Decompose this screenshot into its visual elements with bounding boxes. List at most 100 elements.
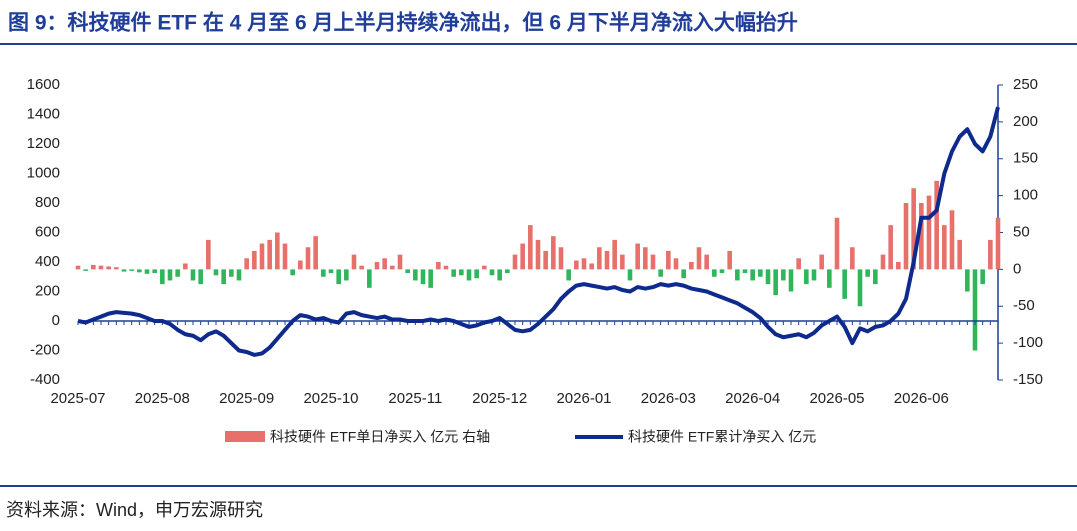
bar [842,269,847,299]
legend-label: 科技硬件 ETF单日净买入 亿元 右轴 [270,429,490,445]
bar [443,265,449,270]
bar [796,258,801,270]
bar [673,258,679,270]
y2-tick-label: 250 [1013,76,1038,93]
bar [313,236,318,270]
bar [980,269,985,285]
bar [643,247,648,270]
bar [727,250,732,270]
bar [873,269,878,285]
y2-tick-label: -50 [1013,297,1035,314]
bar [704,254,709,270]
bar [566,269,571,281]
bar [160,269,165,285]
bar [505,269,510,274]
bar [865,269,870,277]
y2-tick-label: -150 [1013,371,1043,388]
x-tick-label: 2025-11 [388,390,442,407]
bar [213,269,219,276]
bar [658,269,663,277]
x-tick-label: 2025-12 [472,390,527,407]
x-tick-label: 2026-03 [641,390,696,407]
bar [689,262,694,270]
bar [359,265,364,270]
bar [221,269,226,285]
bar [290,269,295,276]
bar [750,269,755,281]
bar [282,243,288,270]
y2-tick-label: -100 [1013,334,1043,351]
bar [405,269,410,274]
source-note: 资料来源：Wind，申万宏源研究 [6,500,263,520]
line [77,106,1000,357]
bar [489,269,495,276]
bar [926,195,932,270]
x-tick-label: 2025-10 [303,390,358,407]
bar [765,269,771,285]
y-tick-label: 600 [35,223,60,240]
bar [482,265,487,270]
bar [988,239,993,270]
x-tick-label: 2025-07 [50,390,105,407]
bar [911,188,916,270]
bar [144,269,150,274]
bar [627,269,633,281]
bar [834,217,840,270]
bar [773,269,778,296]
bar [995,217,1001,270]
bar [351,254,357,270]
bar [880,254,886,270]
y-tick-label: 200 [35,282,60,299]
bar [696,247,702,270]
bar [857,269,863,307]
bar [413,269,418,281]
bar [183,263,188,270]
bar [581,258,587,270]
bar [114,267,119,270]
bar [804,269,809,285]
bar [474,269,479,279]
bar [635,243,640,270]
bar [466,269,472,281]
y-tick-label: 1200 [27,135,60,152]
bar [244,258,249,270]
bar [252,250,257,270]
bar [681,269,686,279]
bar [811,269,817,281]
bar [420,269,426,285]
bar [934,180,939,270]
bar [827,269,832,288]
x-tick-label: 2026-06 [894,390,949,407]
bar [275,232,280,270]
x-tick-label: 2026-05 [809,390,864,407]
bar [436,262,441,270]
bar [267,239,272,270]
bar [344,269,349,281]
bar [919,203,924,270]
bar [121,269,127,272]
bar [512,254,518,270]
bar [543,250,548,270]
bar [735,269,740,281]
bar [781,269,786,281]
bar [167,269,173,281]
bar [888,225,893,270]
y-tick-label: 1000 [27,164,60,181]
bar [83,269,88,271]
bar [206,239,211,270]
bar [451,269,456,277]
bar [758,269,763,277]
bar [612,239,617,270]
bar [259,243,265,270]
x-tick-label: 2025-09 [219,390,274,407]
bar [382,258,387,270]
bar [298,260,303,270]
bar [712,269,717,277]
bar [328,269,334,274]
bar [620,254,625,270]
y-tick-label: 0 [52,312,60,329]
bar [305,247,311,270]
bar [949,210,955,270]
chart-title: 图 9：科技硬件 ETF 在 4 月至 6 月上半月持续净流出，但 6 月下半月… [8,11,798,35]
bar [428,269,433,288]
